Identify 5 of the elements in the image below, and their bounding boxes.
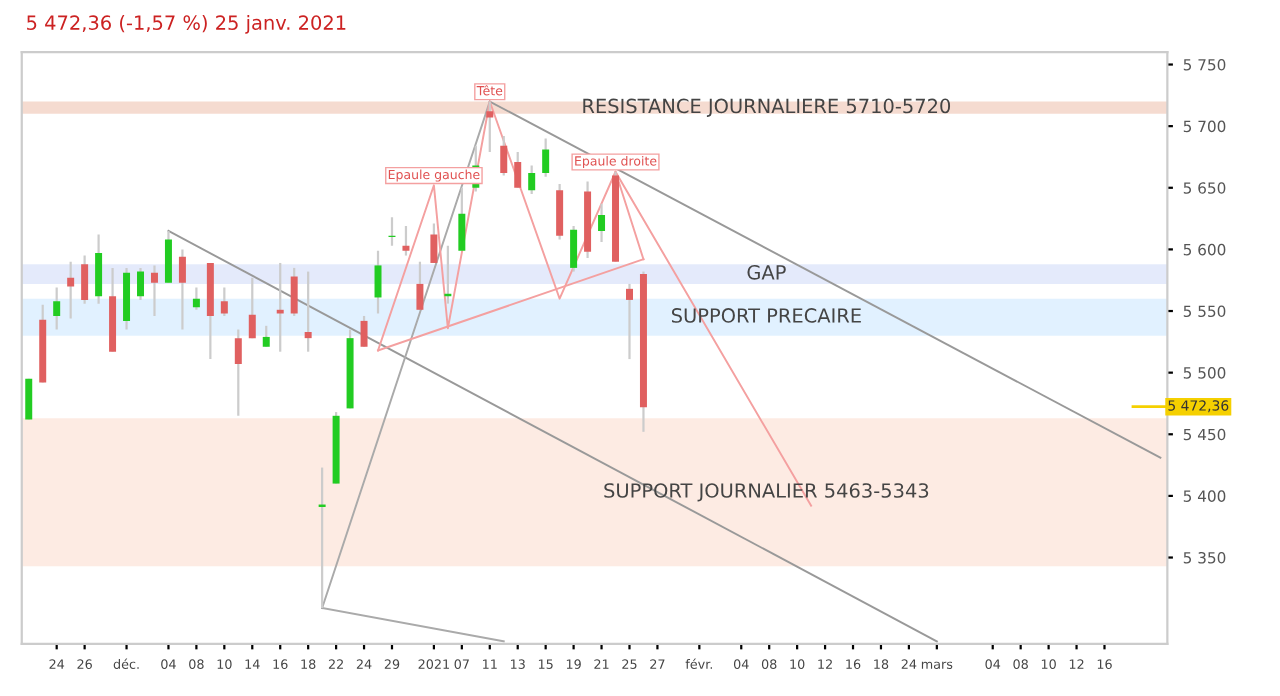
- band-label: RESISTANCE JOURNALIERE 5710-5720: [583, 98, 951, 117]
- band-label: SUPPORT JOURNALIER 5463-5343: [604, 483, 929, 502]
- band-label: SUPPORT PRECAIRE: [671, 308, 861, 323]
- chart-title: 5 472,36 (-1,57 %) 25 janv. 2021: [27, 14, 346, 34]
- band-label: GAP: [747, 264, 786, 280]
